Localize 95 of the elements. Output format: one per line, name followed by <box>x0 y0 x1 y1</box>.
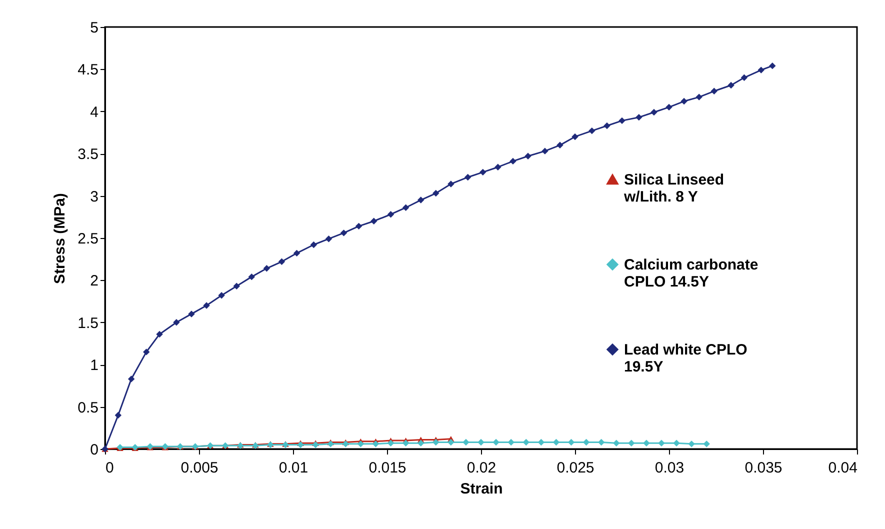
point <box>312 441 319 448</box>
point <box>293 250 300 257</box>
x-tick-label: 0.04 <box>828 460 858 476</box>
point <box>494 164 502 170</box>
legend-label: Calcium carbonate CPLO 14.5Y <box>624 256 758 290</box>
x-tick-label: 0.02 <box>466 460 496 476</box>
legend-label: Lead white CPLO 19.5Y <box>624 342 748 376</box>
point <box>696 94 702 100</box>
point <box>542 148 548 154</box>
point <box>688 440 695 448</box>
point <box>703 440 710 448</box>
y-tick-label: 2 <box>90 272 98 290</box>
point <box>728 82 734 89</box>
legend-label: Silica Linseed w/Lith. 8 Y <box>623 172 724 206</box>
x-tick-label: 0.035 <box>744 460 782 476</box>
point <box>538 438 545 446</box>
point <box>758 66 764 74</box>
point <box>464 174 472 181</box>
point <box>370 218 378 224</box>
point <box>248 273 255 280</box>
point <box>650 108 658 116</box>
point <box>203 302 210 309</box>
point <box>618 117 626 124</box>
point <box>598 438 605 446</box>
y-tick-label: 3.5 <box>78 146 98 164</box>
point <box>524 152 532 160</box>
x-tick-label: 0 <box>106 460 114 476</box>
x-tick-label: 0.01 <box>278 460 308 476</box>
point <box>310 241 318 248</box>
x-tick-label: 0.015 <box>368 460 406 476</box>
point <box>417 196 424 204</box>
point <box>188 310 195 318</box>
point <box>325 235 332 242</box>
point <box>643 440 650 446</box>
point <box>508 438 514 446</box>
point <box>387 211 394 218</box>
point <box>613 440 620 446</box>
point <box>572 133 578 140</box>
y-tick-label: 3 <box>90 188 98 206</box>
point <box>478 438 484 446</box>
y-tick-label: 5 <box>90 20 98 36</box>
y-tick-label: 2.5 <box>78 230 98 248</box>
point <box>128 376 135 382</box>
point <box>387 440 394 446</box>
x-tick-label: 0.005 <box>180 460 218 476</box>
point <box>673 440 680 446</box>
point <box>568 438 575 446</box>
point <box>263 265 270 272</box>
point <box>556 142 564 149</box>
point <box>628 440 635 446</box>
point <box>510 158 516 165</box>
y-tick-label: 4.5 <box>78 62 98 79</box>
point <box>462 438 470 446</box>
point <box>582 438 590 446</box>
point <box>658 440 665 446</box>
point <box>666 104 672 111</box>
point <box>588 127 596 134</box>
y-tick-label: 0 <box>90 442 98 458</box>
y-tick-label: 4 <box>90 104 98 121</box>
point <box>143 348 150 356</box>
y-axis-title: Stress (MPa) <box>52 193 69 284</box>
point <box>480 168 486 176</box>
point <box>522 438 530 446</box>
point <box>402 204 410 211</box>
point <box>233 282 240 290</box>
point <box>448 438 454 446</box>
point <box>740 74 748 81</box>
point <box>417 440 424 446</box>
point <box>357 440 364 448</box>
point <box>355 222 362 230</box>
point <box>278 258 286 265</box>
point <box>636 114 642 121</box>
y-tick-label: 1.5 <box>78 314 98 332</box>
point <box>680 98 688 105</box>
point <box>156 330 163 338</box>
point <box>769 62 776 70</box>
x-axis-title: Strain <box>460 480 503 498</box>
y-tick-label: 0.5 <box>78 399 98 416</box>
point <box>297 441 304 448</box>
point <box>448 180 454 188</box>
point <box>218 292 225 299</box>
point <box>604 122 610 130</box>
point <box>432 438 440 446</box>
point <box>372 440 380 448</box>
point <box>173 319 180 326</box>
point <box>710 88 718 94</box>
point <box>340 230 348 236</box>
point <box>114 412 122 419</box>
point <box>492 438 500 446</box>
y-tick-label: 1 <box>90 357 98 374</box>
point <box>432 190 440 197</box>
x-tick-label: 0.025 <box>556 460 594 476</box>
x-tick-label: 0.03 <box>654 460 684 476</box>
point <box>402 440 410 446</box>
point <box>552 438 560 446</box>
